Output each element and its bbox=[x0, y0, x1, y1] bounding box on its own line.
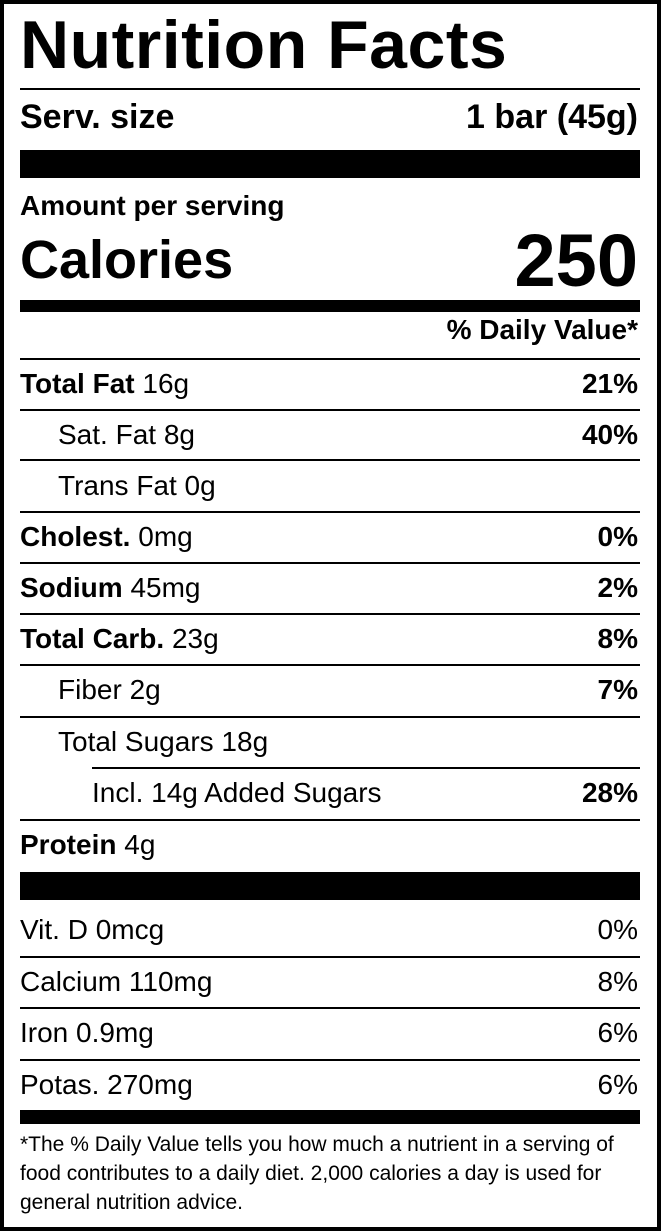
divider-thin bbox=[20, 88, 640, 90]
row-divider bbox=[20, 664, 640, 666]
vitamin-row-iron: Iron 0.9mg 6% bbox=[20, 1008, 638, 1058]
row-divider bbox=[20, 1059, 640, 1061]
nutrient-dv: 21% bbox=[581, 368, 638, 399]
nutrient-dv: 0% bbox=[597, 521, 638, 552]
divider-medium bbox=[20, 300, 640, 312]
label-title: Nutrition Facts bbox=[20, 7, 508, 83]
calories-value: 250 bbox=[514, 218, 638, 302]
calories-row: Calories 250 bbox=[20, 219, 638, 302]
nutrient-amount: Incl. 14g Added Sugars bbox=[92, 777, 382, 808]
nutrient-row-total-sugars: Total Sugars 18g bbox=[20, 717, 638, 767]
divider-thick bbox=[20, 872, 640, 900]
nutrient-dv: 40% bbox=[581, 419, 638, 450]
row-divider bbox=[20, 613, 640, 615]
nutrient-amount: 16g bbox=[142, 368, 190, 399]
nutrient-row-cholesterol: Cholest. 0mg 0% bbox=[20, 512, 638, 562]
nutrient-amount: 4g bbox=[124, 829, 156, 860]
serving-size-value: 1 bar (45g) bbox=[466, 97, 638, 136]
vitamin-dv: 8% bbox=[597, 966, 638, 997]
nutrient-row-protein: Protein 4g bbox=[20, 820, 638, 870]
nutrient-dv: 2% bbox=[597, 572, 638, 603]
vitamin-dv: 0% bbox=[597, 914, 638, 945]
nutrient-amount: 45mg bbox=[130, 572, 201, 603]
footnote: *The % Daily Value tells you how much a … bbox=[20, 1133, 614, 1214]
nutrient-amount: Trans Fat 0g bbox=[58, 470, 216, 501]
vitamin-dv: 6% bbox=[597, 1069, 638, 1100]
amount-per-serving: Amount per serving bbox=[20, 190, 285, 221]
row-divider bbox=[20, 358, 640, 360]
vitamin-amount: Iron 0.9mg bbox=[20, 1017, 154, 1048]
vitamin-row-potassium: Potas. 270mg 6% bbox=[20, 1060, 638, 1110]
row-divider bbox=[20, 956, 640, 958]
vitamin-amount: Calcium 110mg bbox=[20, 966, 213, 997]
row-divider bbox=[20, 1007, 640, 1009]
row-divider bbox=[20, 716, 640, 718]
nutrient-row-sat-fat: Sat. Fat 8g 40% bbox=[20, 410, 638, 460]
row-divider bbox=[20, 409, 640, 411]
nutrient-row-fiber: Fiber 2g 7% bbox=[20, 665, 638, 715]
row-divider bbox=[20, 819, 640, 821]
nutrient-amount: Total Sugars 18g bbox=[58, 726, 269, 757]
vitamin-dv: 6% bbox=[597, 1017, 638, 1048]
vitamin-amount: Vit. D 0mcg bbox=[20, 914, 165, 945]
row-divider bbox=[20, 511, 640, 513]
nutrient-amount: 23g bbox=[171, 623, 219, 654]
vitamin-row-calcium: Calcium 110mg 8% bbox=[20, 957, 638, 1007]
vitamin-amount: Potas. 270mg bbox=[20, 1069, 193, 1100]
nutrient-dv: 28% bbox=[581, 777, 638, 808]
nutrient-row-total-fat: Total Fat 16g 21% bbox=[20, 359, 638, 409]
row-divider bbox=[20, 562, 640, 564]
row-divider-indented bbox=[92, 767, 640, 769]
calories-label: Calories bbox=[20, 230, 234, 290]
nutrient-row-trans-fat: Trans Fat 0g bbox=[20, 461, 638, 511]
daily-value-header: % Daily Value* bbox=[446, 314, 638, 345]
nutrient-name: Cholest. bbox=[20, 521, 131, 552]
divider-medium bbox=[20, 1110, 640, 1124]
serving-size-row: Serv. size 1 bar (45g) bbox=[20, 92, 638, 142]
divider-thick bbox=[20, 150, 640, 178]
nutrient-name: Protein bbox=[20, 829, 117, 860]
nutrient-row-total-carb: Total Carb. 23g 8% bbox=[20, 614, 638, 664]
nutrient-name: Total Carb. bbox=[20, 623, 165, 654]
nutrient-name: Total Fat bbox=[20, 368, 135, 399]
nutrient-amount: Sat. Fat 8g bbox=[58, 419, 195, 450]
serving-size-label: Serv. size bbox=[20, 97, 175, 136]
nutrient-row-sodium: Sodium 45mg 2% bbox=[20, 563, 638, 613]
nutrient-dv: 8% bbox=[597, 623, 638, 654]
row-divider bbox=[20, 459, 640, 461]
vitamin-row-vit-d: Vit. D 0mcg 0% bbox=[20, 905, 638, 955]
nutrient-amount: 0mg bbox=[138, 521, 193, 552]
nutrient-amount: Fiber 2g bbox=[58, 674, 161, 705]
nutrient-name: Sodium bbox=[20, 572, 123, 603]
nutrient-dv: 7% bbox=[597, 674, 638, 705]
nutrient-row-added-sugars: Incl. 14g Added Sugars 28% bbox=[20, 768, 638, 818]
